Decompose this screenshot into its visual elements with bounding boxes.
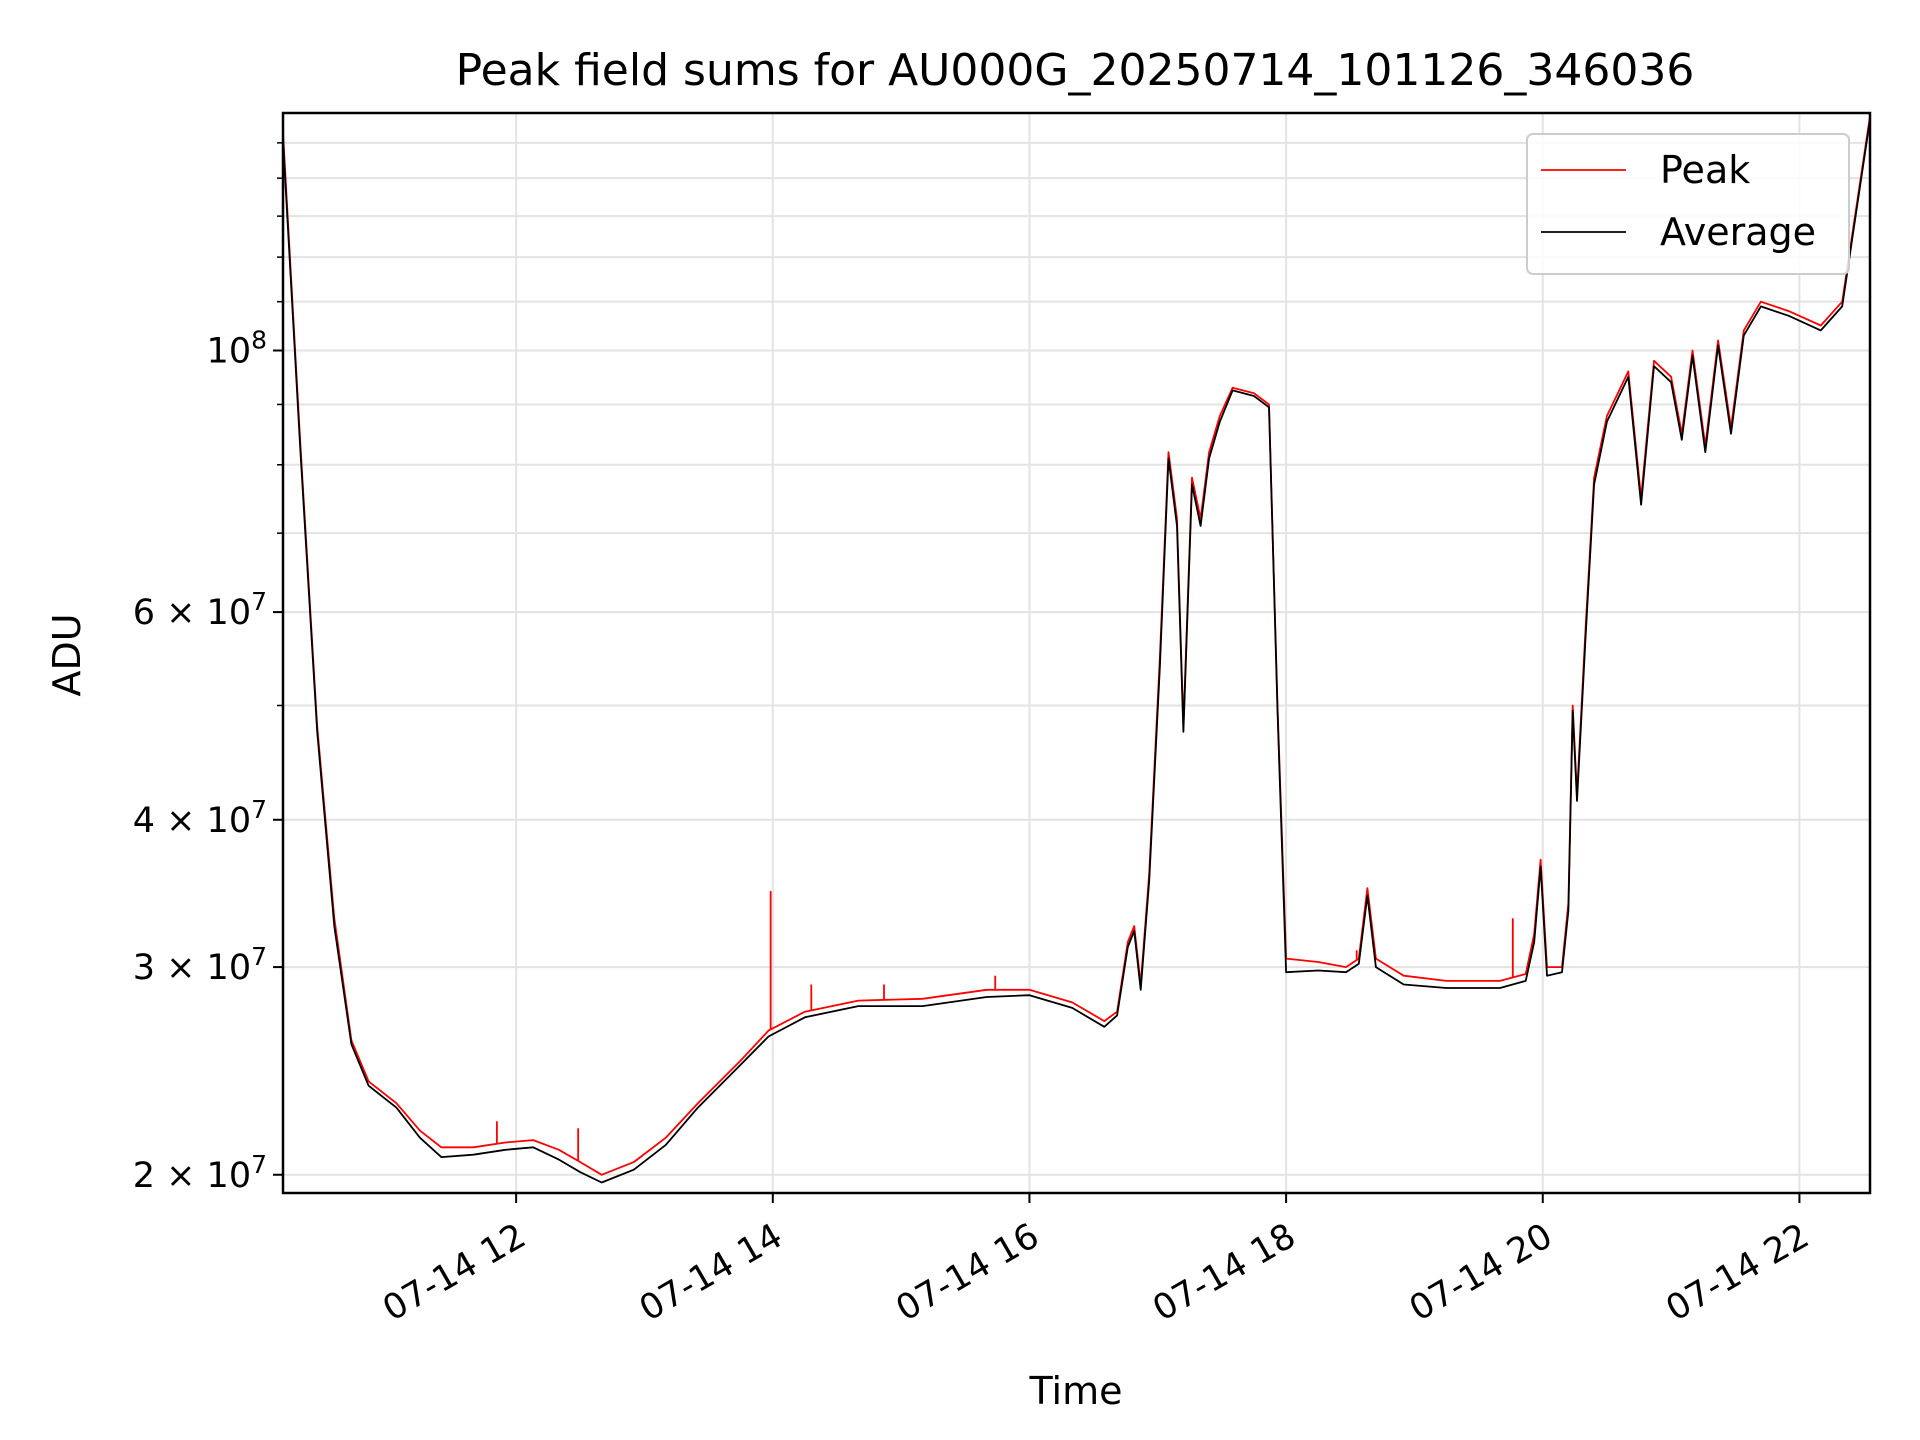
y-tick-label: 6 × 107 bbox=[133, 587, 267, 633]
legend: Peak Average bbox=[1526, 133, 1850, 275]
plot-frame bbox=[281, 111, 1872, 1195]
y-tick-label: 108 bbox=[207, 325, 267, 371]
y-axis: 2 × 107 3 × 107 4 × 107 6 × 107 108 bbox=[133, 142, 283, 1196]
y-tick-label: 2 × 107 bbox=[133, 1150, 267, 1196]
y-tick-label: 3 × 107 bbox=[133, 942, 267, 988]
legend-label-peak: Peak bbox=[1660, 148, 1750, 192]
chart-title: Peak field sums for AU000G_20250714_1011… bbox=[456, 45, 1695, 96]
series-line-average bbox=[282, 119, 1871, 1184]
legend-box bbox=[1526, 133, 1850, 275]
y-tick-label: 4 × 107 bbox=[133, 795, 267, 841]
legend-label-average: Average bbox=[1660, 210, 1816, 254]
y-axis-label: ADU bbox=[45, 613, 89, 696]
series-layer bbox=[282, 116, 1871, 1184]
x-axis-label: Time bbox=[1029, 1369, 1123, 1413]
